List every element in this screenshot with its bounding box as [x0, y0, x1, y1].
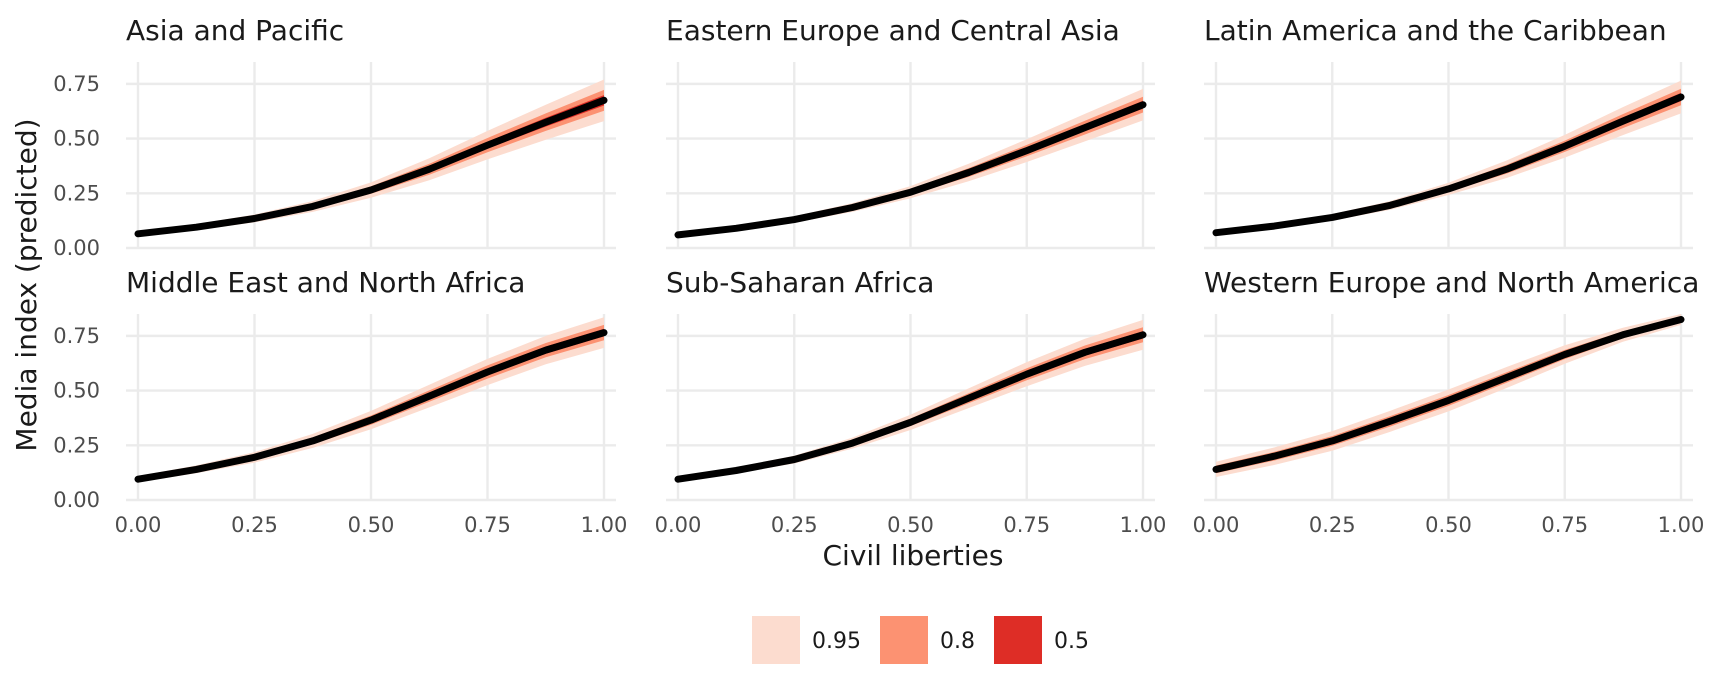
y-tick-label: 0.50: [53, 127, 100, 151]
x-tick-label: 0.25: [231, 513, 278, 537]
legend-label: 0.8: [940, 629, 975, 654]
series-line: [134, 329, 608, 483]
series-line: [1212, 316, 1685, 473]
y-tick-label: 0.75: [53, 72, 100, 96]
x-tick-label: 0.75: [1541, 513, 1588, 537]
x-tick-label: 1.00: [1658, 513, 1705, 537]
x-tick-label: 0.50: [1425, 513, 1472, 537]
facet-panel: Asia and Pacific 0.00 0.25 0.50 0.75: [53, 14, 616, 260]
x-axis-title: Civil liberties: [822, 539, 1003, 572]
ribbon-0.95: [678, 319, 1143, 482]
x-tick-label: 0.50: [348, 513, 395, 537]
x-tick-label: 1.00: [1120, 513, 1167, 537]
panel-title: Eastern Europe and Central Asia: [666, 14, 1120, 47]
y-axis-title: Media index (predicted): [10, 118, 43, 451]
panel-title: Western Europe and North America: [1204, 266, 1699, 299]
facet-panels: Asia and Pacific 0.00 0.25 0.50 0.75 Eastern …: [53, 14, 1704, 537]
panel-title: Asia and Pacific: [126, 14, 344, 47]
legend-label: 0.5: [1054, 629, 1089, 654]
panel-title: Latin America and the Caribbean: [1204, 14, 1667, 47]
legend-key-0.95: [752, 616, 800, 664]
ribbon-0.8: [678, 327, 1143, 481]
ribbon-0.8: [138, 324, 604, 481]
x-tick-label: 0.50: [887, 513, 934, 537]
legend: 0.95 0.8 0.5: [752, 616, 1089, 664]
x-tick-label: 1.00: [581, 513, 628, 537]
x-tick-label: 0.25: [771, 513, 818, 537]
x-tick-label: 0.00: [115, 513, 162, 537]
y-tick-label: 0.25: [53, 433, 100, 457]
facet-panel: Eastern Europe and Central Asia: [666, 14, 1155, 250]
y-tick-label: 0.00: [53, 236, 100, 260]
x-tick-label: 0.00: [655, 513, 702, 537]
ribbon-0.95: [138, 317, 604, 483]
legend-key-0.5: [994, 616, 1042, 664]
series-line: [1212, 93, 1685, 237]
series-line: [674, 101, 1147, 239]
facet-panel: Sub-Saharan Africa 0.00 0.25 0.50 0.75 1.00: [655, 266, 1167, 537]
x-tick-label: 0.75: [464, 513, 511, 537]
legend-label: 0.95: [812, 629, 861, 654]
legend-key-0.8: [880, 616, 928, 664]
y-tick-label: 0.25: [53, 181, 100, 205]
y-tick-label: 0.50: [53, 379, 100, 403]
series-line: [674, 331, 1147, 483]
facet-panel: Middle East and North Africa 0.00 0.25 0.50…: [53, 266, 627, 537]
facet-panel: Western Europe and North America 0.00 0.25…: [1193, 266, 1705, 537]
facet-panel: Latin America and the Caribbean: [1204, 14, 1693, 250]
x-tick-label: 0.75: [1003, 513, 1050, 537]
x-tick-label: 0.00: [1193, 513, 1240, 537]
y-tick-label: 0.00: [53, 488, 100, 512]
series-line: [134, 96, 608, 238]
panel-title: Middle East and North Africa: [126, 266, 525, 299]
y-tick-label: 0.75: [53, 324, 100, 348]
panel-title: Sub-Saharan Africa: [666, 266, 934, 299]
x-tick-label: 0.25: [1309, 513, 1356, 537]
